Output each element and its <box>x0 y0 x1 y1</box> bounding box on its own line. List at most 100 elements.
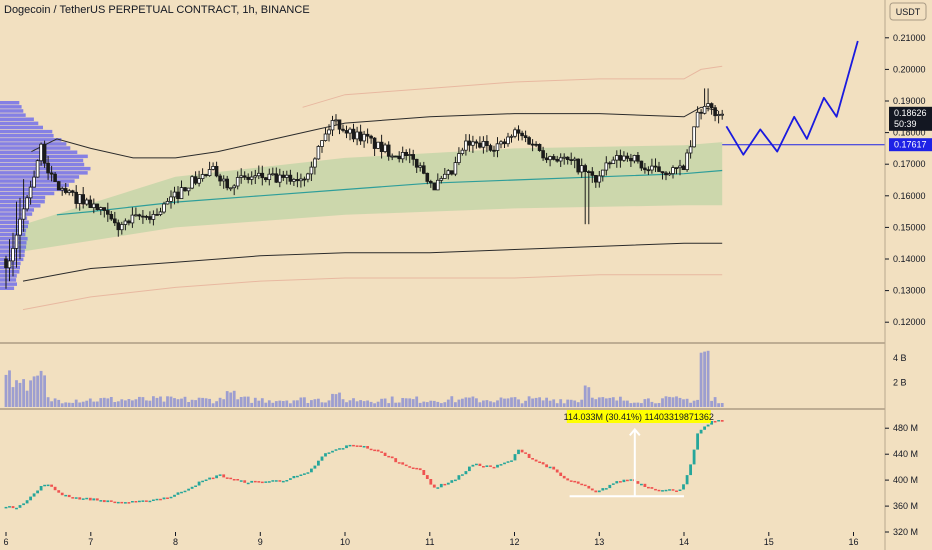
volume-bar <box>120 399 124 407</box>
volume-bar <box>682 399 685 407</box>
indicator-candle <box>580 483 584 486</box>
volume-bar <box>534 397 538 407</box>
indicator-candle <box>425 475 429 479</box>
volume-bar <box>50 401 53 407</box>
time-tick: 7 <box>88 532 93 547</box>
price-candle <box>323 128 328 142</box>
indicator-candle <box>468 466 471 472</box>
volume-bar <box>545 397 548 407</box>
svg-text:0.21000: 0.21000 <box>893 33 926 43</box>
indicator-candle <box>243 480 247 483</box>
price-candle <box>534 141 538 148</box>
indicator-candle <box>162 497 166 500</box>
indicator-candle <box>334 449 338 451</box>
volume-bar <box>64 402 68 407</box>
volume-axis[interactable]: 4 B 2 B <box>893 353 907 387</box>
indicator-candle <box>485 465 489 467</box>
price-candle <box>358 124 363 145</box>
svg-text:10: 10 <box>340 537 350 547</box>
price-candle <box>632 154 637 164</box>
indicator-candle <box>415 467 419 470</box>
price-candle <box>81 187 86 209</box>
volume-bar <box>159 396 162 407</box>
volume-bar <box>689 402 692 407</box>
indicator-candle <box>67 494 71 498</box>
indicator-candle <box>601 488 605 491</box>
price-candle <box>506 132 510 147</box>
indicator-candle <box>22 503 25 506</box>
volume-bar <box>359 400 362 407</box>
price-candle <box>590 167 595 183</box>
measure-annotation[interactable]: 114.033M (30.41%) 11403319871362 <box>564 410 714 498</box>
volume-bar <box>580 399 584 407</box>
svg-text:15: 15 <box>764 537 774 547</box>
time-axis[interactable]: 6 7 8 9 10 11 12 13 14 15 16 <box>3 532 859 547</box>
volume-bar <box>464 397 468 407</box>
price-tick: 0.16000 <box>885 191 926 201</box>
price-candle <box>453 156 458 177</box>
indicator-candle <box>303 473 306 475</box>
indicator-candle <box>643 483 647 487</box>
price-candle <box>681 164 686 170</box>
price-candle <box>134 207 138 217</box>
price-candle <box>141 210 145 224</box>
indicator-candle <box>18 505 22 508</box>
measure-arrow-head-icon <box>629 427 641 437</box>
volume-bar <box>439 403 443 407</box>
volume-bar <box>411 399 415 407</box>
projection-path <box>725 40 859 156</box>
volume-bar <box>257 400 261 407</box>
volume-bar <box>109 397 113 407</box>
volume-bar <box>310 400 313 407</box>
volume-bar <box>643 399 647 407</box>
price-candle <box>569 152 573 165</box>
volume-profile-row <box>0 237 28 241</box>
volume-bar <box>397 402 401 407</box>
price-candle <box>579 158 584 178</box>
price-candle <box>341 124 345 133</box>
volume-bar <box>78 402 82 407</box>
currency-button[interactable]: USDT <box>889 2 927 21</box>
price-candle <box>169 190 173 209</box>
volume-bar <box>703 351 706 407</box>
volume-profile-row <box>0 282 17 286</box>
indicator-candle <box>664 489 668 492</box>
volume-profile-row <box>0 228 27 233</box>
price-candle <box>63 183 68 195</box>
volume-bar <box>74 399 78 407</box>
indicator-candle <box>696 433 699 450</box>
price-candle <box>218 173 222 186</box>
volume-bar <box>710 400 713 407</box>
price-candle <box>646 166 651 175</box>
indicator-candle <box>92 498 96 501</box>
volume-profile-row <box>0 138 62 142</box>
price-candle <box>421 161 426 175</box>
indicator-candle <box>699 429 703 434</box>
price-candle <box>155 208 159 216</box>
volume-bar <box>517 399 520 407</box>
volume-bar <box>422 401 426 407</box>
indicator-candle <box>176 492 180 495</box>
indicator-candle <box>436 487 440 489</box>
volume-bar <box>566 399 570 407</box>
volume-bar <box>222 399 226 407</box>
volume-bar <box>67 402 71 407</box>
indicator-candle <box>545 464 548 468</box>
volume-bar <box>215 401 218 407</box>
indicator-axis[interactable]: 480 M 440 M 400 M 360 M 320 M <box>885 423 918 537</box>
volume-bar <box>503 398 506 407</box>
svg-text:2 B: 2 B <box>893 378 907 388</box>
svg-text:320 M: 320 M <box>893 527 918 537</box>
volume-profile-row <box>0 117 34 121</box>
volume-bar <box>36 375 39 407</box>
price-candle <box>572 156 577 169</box>
price-candle <box>629 153 633 167</box>
price-candle <box>11 232 15 277</box>
price-candle <box>678 159 682 176</box>
volume-tick: 2 B <box>893 378 907 388</box>
svg-text:0.19000: 0.19000 <box>893 96 926 106</box>
volume-bar <box>597 397 601 407</box>
price-axis[interactable]: 0.21000 0.20000 0.19000 0.18000 0.17000 0.160… <box>885 33 926 327</box>
